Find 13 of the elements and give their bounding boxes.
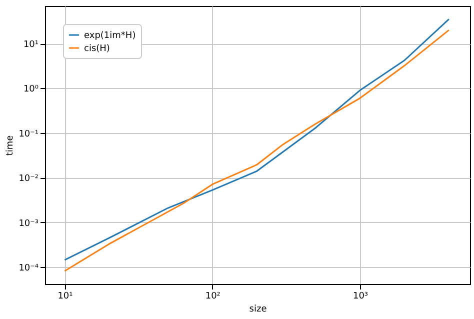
y-axis-title: time: [6, 134, 16, 156]
legend-label: exp(1im*H): [84, 31, 136, 41]
x-tick-label: 10³: [352, 292, 368, 302]
y-tick-label: 10¹: [23, 40, 39, 50]
y-tick-label: 10⁰: [23, 84, 39, 95]
y-tick-label: 10⁻³: [18, 218, 39, 229]
y-tick-label: 10⁻¹: [18, 129, 39, 140]
x-tick-label: 10²: [205, 292, 221, 302]
x-tick-label: 10¹: [58, 292, 74, 302]
y-tick-label: 10⁻⁴: [18, 264, 39, 274]
legend-label: cis(H): [84, 44, 110, 54]
x-axis-title: size: [249, 304, 268, 314]
y-tick-label: 10⁻²: [18, 174, 39, 184]
